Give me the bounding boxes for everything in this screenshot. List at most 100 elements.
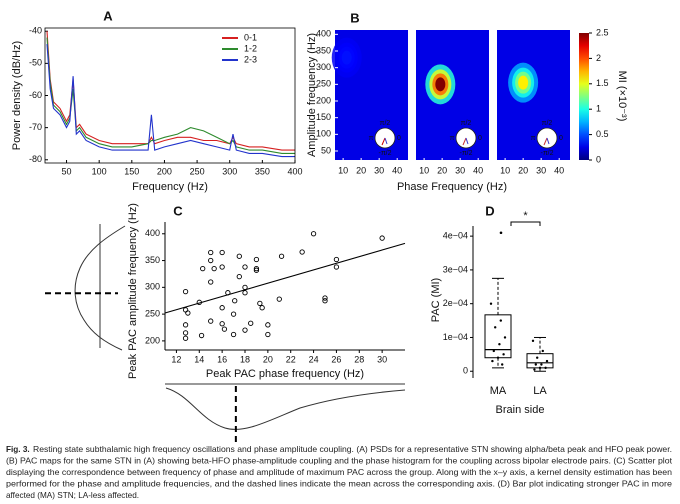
x-tick-label: 20 — [518, 165, 528, 175]
scatter-point — [230, 311, 237, 317]
scatter-point — [182, 330, 189, 336]
scatter-point — [232, 298, 238, 304]
panel-title: C — [173, 203, 183, 218]
x-tick-label: 30 — [374, 165, 384, 175]
x-tick-label: 10 — [419, 165, 429, 175]
colorbar-tick-label: 0.5 — [596, 129, 609, 139]
y-tick-label: 4e−04 — [443, 231, 468, 241]
x-tick-label: 26 — [331, 354, 341, 364]
polar-label: 0 — [559, 135, 563, 142]
x-tick-label: 40 — [473, 165, 483, 175]
pac-peak — [341, 50, 352, 65]
scatter-point — [265, 322, 271, 328]
x-tick-label: MA — [490, 385, 507, 397]
y-tick-label: 200 — [316, 95, 331, 105]
polar-label: π — [531, 135, 536, 142]
legend-label: 0-1 — [244, 32, 257, 42]
data-point — [541, 349, 544, 353]
legend-label: 1-2 — [244, 43, 257, 53]
scatter-point — [236, 273, 242, 280]
x-tick-label: LA — [533, 385, 547, 397]
y-axis-label: Amplitude frequency (Hz) — [306, 33, 318, 157]
x-axis-label: Brain side — [496, 404, 545, 416]
scatter-point — [219, 321, 225, 327]
x-tick-label: 12 — [171, 354, 181, 364]
x-tick-label: 40 — [392, 165, 402, 175]
polar-label: π/2 — [542, 120, 553, 127]
x-tick-label: 24 — [309, 354, 319, 364]
plot-frame — [44, 27, 296, 164]
x-tick-label: 22 — [286, 354, 296, 364]
scatter-point — [182, 335, 189, 341]
colorbar — [579, 33, 589, 160]
x-tick-label: 200 — [157, 166, 172, 176]
panel-title: B — [350, 10, 359, 25]
data-point — [538, 366, 542, 370]
significance-star: * — [523, 210, 528, 222]
data-point — [496, 356, 500, 359]
box — [526, 353, 554, 369]
y-tick-label: 250 — [145, 308, 160, 318]
x-tick-label: 10 — [500, 165, 510, 175]
y-tick-label: 350 — [145, 255, 160, 265]
scatter-point — [333, 256, 340, 263]
pac-peak — [435, 77, 446, 92]
colorbar-tick-label: 1 — [596, 104, 601, 114]
scatter-point — [230, 331, 237, 338]
y-tick-label: 300 — [145, 282, 160, 292]
data-point — [534, 363, 537, 366]
y-tick-label: 400 — [316, 29, 331, 39]
scatter-point — [379, 235, 385, 241]
data-point — [533, 368, 536, 371]
scatter-point — [259, 305, 265, 311]
caption-line: performed for the phase and amplitude fr… — [6, 480, 672, 489]
scatter-point — [236, 253, 242, 259]
scatter-point — [185, 310, 191, 316]
polar-label: π — [450, 135, 455, 142]
y-tick-label: 50 — [321, 145, 331, 155]
scatter-point — [242, 264, 248, 270]
scatter-point — [219, 249, 225, 256]
scatter-point — [208, 257, 214, 264]
psd-line — [46, 31, 295, 151]
scatter-point — [208, 249, 214, 256]
significance-bracket — [510, 221, 541, 226]
y-tick-label: 200 — [145, 335, 160, 345]
polar-label: 0 — [478, 135, 482, 142]
x-tick-label: 16 — [217, 354, 227, 364]
scatter-point — [182, 288, 189, 295]
scatter-point — [182, 322, 189, 328]
data-point — [531, 339, 535, 343]
scatter-point — [219, 305, 225, 311]
fit-line — [164, 242, 406, 314]
y-tick-label: 400 — [145, 228, 160, 238]
kde-curve — [165, 387, 406, 430]
polar-needle — [462, 137, 467, 146]
data-point — [494, 326, 497, 329]
scatter-point — [322, 298, 328, 304]
polar-needle — [546, 137, 550, 145]
data-point — [499, 319, 502, 322]
x-tick-label: 30 — [377, 354, 387, 364]
y-tick-label: 300 — [316, 62, 331, 72]
scatter-point — [333, 264, 340, 270]
y-tick-label: 350 — [316, 45, 331, 55]
scatter-point — [253, 256, 260, 263]
y-tick-label: 0 — [463, 366, 468, 376]
scatter-point — [276, 296, 282, 302]
scatter-point — [242, 290, 248, 296]
x-tick-label: 50 — [62, 166, 72, 176]
polar-needle — [384, 137, 388, 145]
colorbar-tick-label: 2.5 — [596, 27, 609, 37]
x-tick-label: 100 — [92, 166, 107, 176]
polar-label: 0 — [397, 135, 401, 142]
polar-needle — [381, 137, 386, 146]
y-tick-label: -80 — [29, 154, 42, 164]
psd-line — [46, 37, 295, 154]
scatter-point — [200, 265, 206, 272]
y-tick-label: 1e−04 — [443, 332, 468, 342]
data-point — [545, 359, 549, 363]
x-tick-label: 20 — [356, 165, 366, 175]
scatter-point — [278, 253, 285, 259]
